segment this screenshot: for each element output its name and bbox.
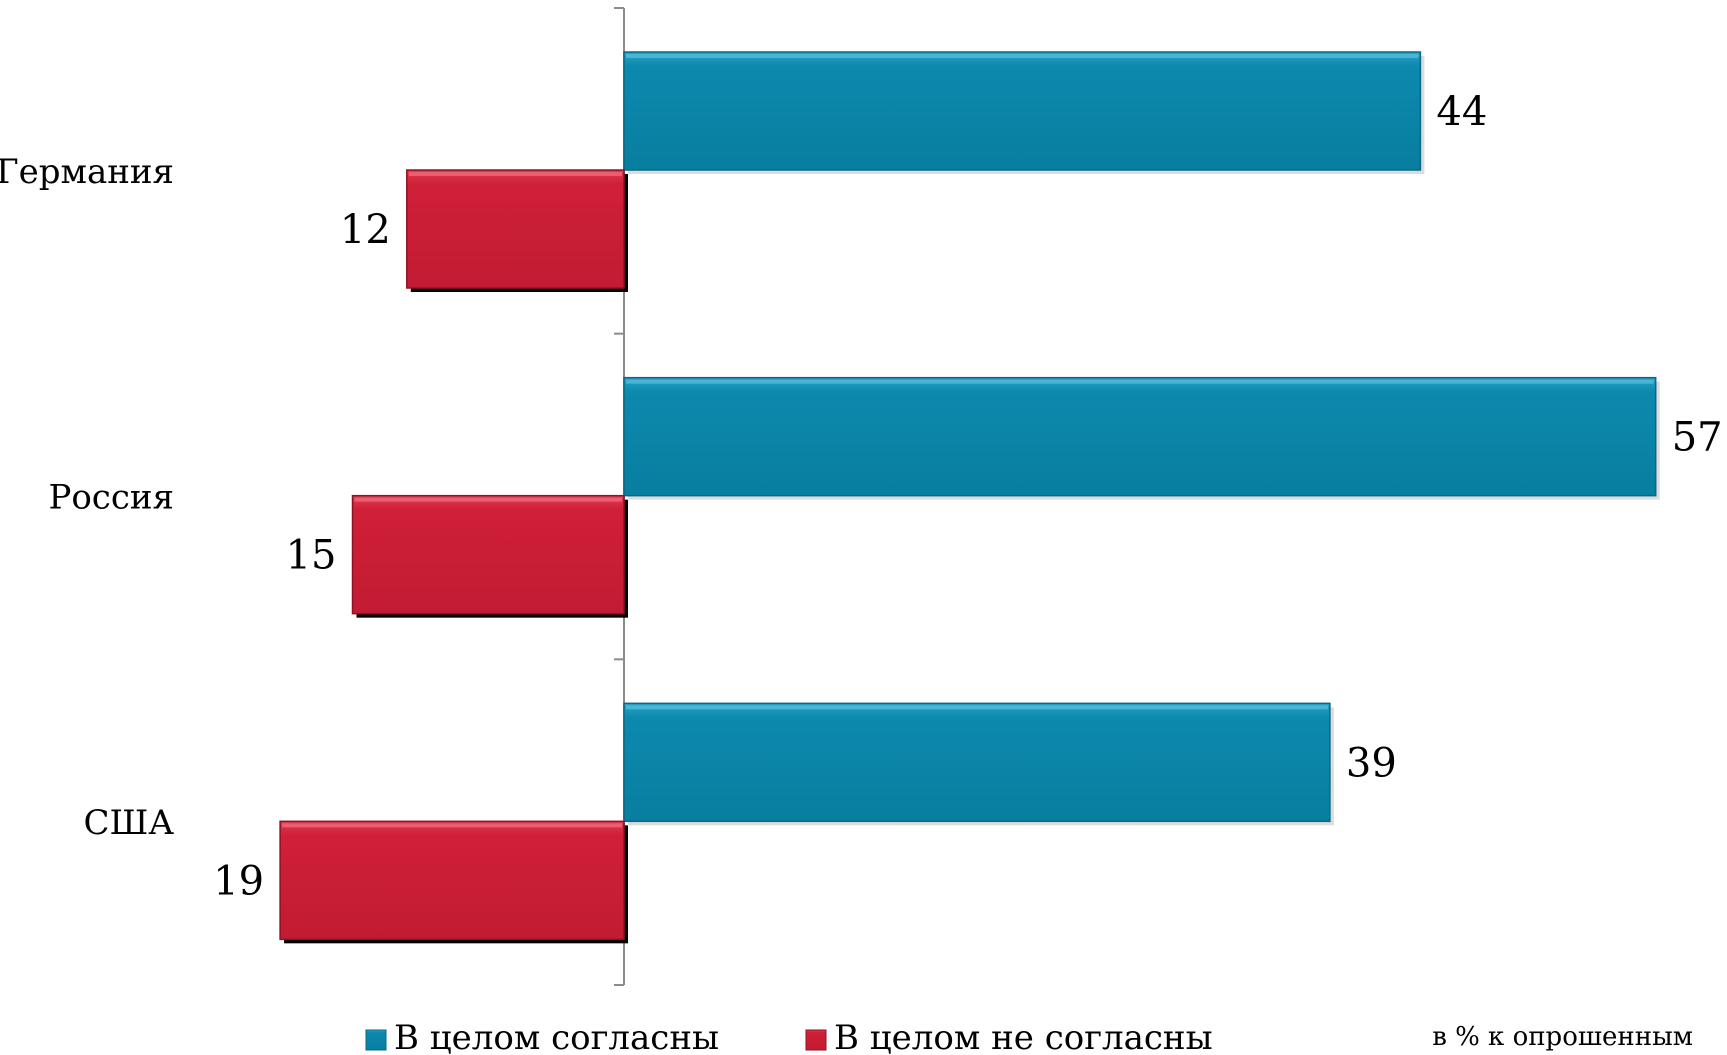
data-label-disagree: 19 <box>213 858 264 904</box>
bar-agree <box>623 376 1657 497</box>
legend-label: В целом согласны <box>394 1018 719 1055</box>
legend-swatch <box>805 1029 827 1051</box>
labels-layer: Германия 44 12 Россия 57 15 США 39 19 <box>0 89 1723 904</box>
bar-disagree <box>406 169 625 289</box>
bar-highlight <box>354 497 622 502</box>
bars-layer <box>279 51 1660 944</box>
category-label: Россия <box>48 478 174 518</box>
legend: В целом согласны В целом не согласны <box>365 1018 1213 1055</box>
legend-item-disagree: В целом не согласны <box>805 1018 1213 1055</box>
bar-disagree <box>279 820 625 941</box>
category-label: США <box>83 803 174 843</box>
data-label-disagree: 15 <box>286 533 337 579</box>
data-label-disagree: 12 <box>340 207 391 253</box>
data-label-agree: 57 <box>1672 415 1723 461</box>
legend-label: В целом не согласны <box>834 1018 1213 1055</box>
bar-disagree <box>351 494 625 615</box>
data-label-agree: 39 <box>1346 740 1397 786</box>
unit-note: в % к опрошенным <box>1432 1022 1693 1052</box>
legend-item-agree: В целом согласны <box>365 1018 719 1055</box>
bar-highlight <box>408 172 622 176</box>
bar-highlight <box>626 705 1328 710</box>
bar-highlight <box>626 54 1419 58</box>
bar-highlight <box>626 379 1654 384</box>
data-label-agree: 44 <box>1436 89 1487 135</box>
bar-highlight <box>282 823 622 828</box>
bar-agree <box>623 51 1422 171</box>
bar-agree <box>623 702 1331 823</box>
category-label: Германия <box>0 152 174 192</box>
legend-swatch <box>365 1029 387 1051</box>
